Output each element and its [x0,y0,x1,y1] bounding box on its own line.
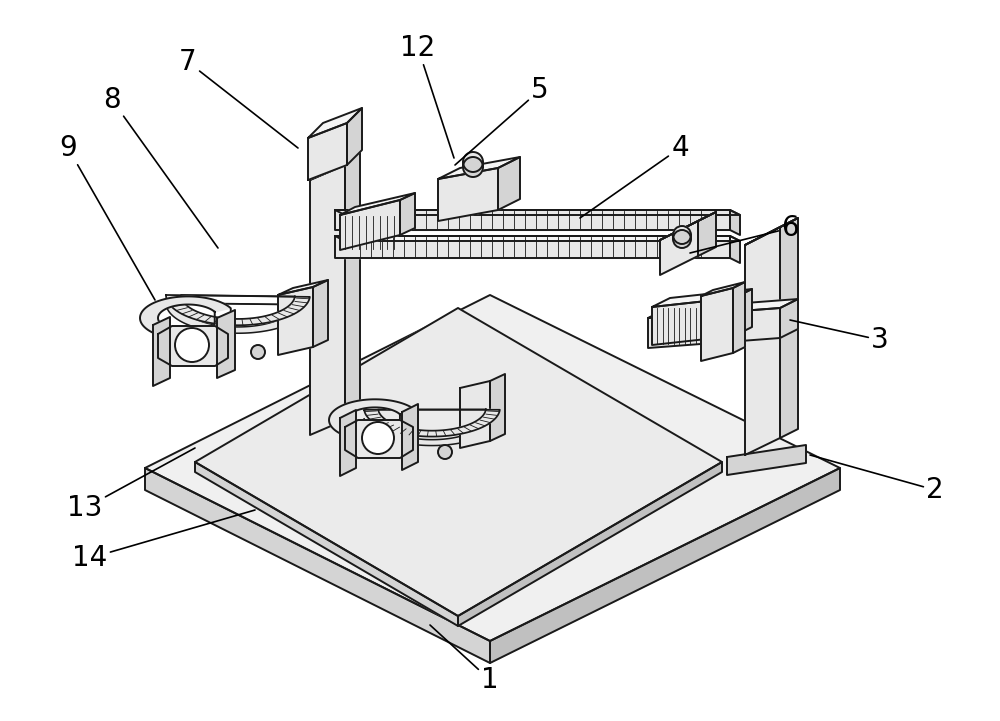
Polygon shape [145,468,490,663]
Polygon shape [780,299,798,338]
Circle shape [463,152,483,172]
Polygon shape [345,420,413,458]
Text: 8: 8 [103,86,218,248]
Polygon shape [340,193,415,215]
Polygon shape [652,289,752,307]
Polygon shape [347,108,362,165]
Polygon shape [335,236,740,241]
Polygon shape [166,295,310,325]
Polygon shape [698,212,716,256]
Polygon shape [438,157,520,179]
Polygon shape [166,303,310,333]
Polygon shape [345,150,360,420]
Polygon shape [498,157,520,210]
Polygon shape [733,282,745,353]
Circle shape [673,230,691,248]
Polygon shape [660,221,698,275]
Polygon shape [158,326,228,366]
Polygon shape [217,310,235,378]
Polygon shape [400,193,415,235]
Polygon shape [490,374,505,441]
Polygon shape [340,200,400,250]
Polygon shape [727,445,806,475]
Polygon shape [460,381,490,448]
Polygon shape [648,308,780,348]
Polygon shape [701,288,733,361]
Polygon shape [278,280,328,295]
Polygon shape [730,236,740,263]
Circle shape [251,345,265,359]
Polygon shape [313,280,328,347]
Polygon shape [438,168,498,221]
Polygon shape [745,218,798,245]
Circle shape [438,445,452,459]
Text: 5: 5 [455,76,549,165]
Text: 6: 6 [690,214,799,253]
Polygon shape [340,410,356,476]
Polygon shape [140,296,231,340]
Polygon shape [730,210,740,235]
Text: 1: 1 [430,625,499,694]
Polygon shape [364,410,500,436]
Polygon shape [734,289,752,336]
Polygon shape [335,210,730,230]
Text: 12: 12 [400,34,454,158]
Polygon shape [490,468,840,663]
Polygon shape [308,123,347,180]
Polygon shape [364,418,500,446]
Polygon shape [648,299,798,318]
Polygon shape [458,462,722,626]
Polygon shape [195,462,458,626]
Polygon shape [335,236,730,258]
Polygon shape [310,165,345,435]
Polygon shape [335,210,740,215]
Circle shape [673,226,691,244]
Text: 13: 13 [67,448,195,522]
Polygon shape [660,212,716,240]
Polygon shape [402,404,418,470]
Text: 4: 4 [580,134,689,218]
Polygon shape [701,282,745,296]
Text: 14: 14 [72,510,255,572]
Polygon shape [652,298,734,345]
Text: 3: 3 [790,320,889,354]
Polygon shape [278,287,313,355]
Polygon shape [310,150,360,180]
Polygon shape [780,218,798,438]
Text: 2: 2 [810,455,944,504]
Polygon shape [153,317,170,386]
Polygon shape [145,295,840,641]
Polygon shape [329,399,416,441]
Polygon shape [195,308,722,616]
Circle shape [175,328,209,362]
Polygon shape [745,227,780,455]
Text: 9: 9 [59,134,155,300]
Circle shape [362,422,394,454]
Polygon shape [308,108,362,138]
Text: 7: 7 [179,48,298,148]
Circle shape [463,157,483,177]
